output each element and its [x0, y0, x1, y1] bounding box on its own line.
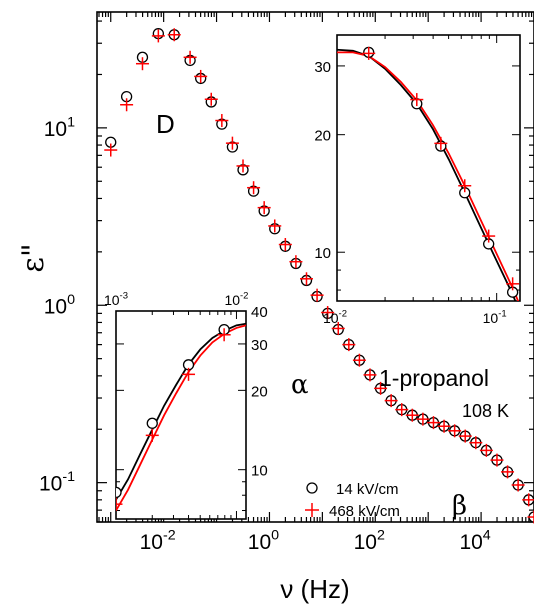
- x-tick-label: 10-2: [140, 528, 176, 554]
- inset-data-point: [146, 417, 158, 429]
- main-plot-frame: [96, 11, 534, 523]
- data-point: [321, 306, 335, 320]
- data-point: [225, 136, 239, 150]
- legend-label-14kv: 14 kV/cm: [336, 481, 399, 498]
- data-point: [299, 272, 313, 286]
- data-point: [236, 159, 250, 173]
- data-point: [104, 143, 118, 157]
- data-point: [215, 114, 229, 128]
- inset-y-tick-label: 40: [251, 304, 268, 321]
- legend-label-468kv: 468 kV/cm: [329, 503, 400, 520]
- inset-right-frame: [336, 34, 521, 302]
- inset-y-tick-label: 10: [251, 463, 268, 480]
- data-point: [167, 28, 181, 42]
- data-point: [120, 98, 134, 112]
- data-point: [405, 408, 419, 422]
- inset-x-tick-label: 10-2: [224, 291, 248, 308]
- data-point: [247, 181, 261, 195]
- data-point: [384, 394, 398, 408]
- data-point: [257, 201, 271, 215]
- data-point: [416, 412, 430, 426]
- data-point: [204, 92, 218, 106]
- data-point: [395, 403, 409, 417]
- y-axis-label: ε": [16, 243, 51, 272]
- inset-points-14kv: [363, 46, 519, 298]
- data-point: [490, 453, 504, 467]
- data-point: [151, 29, 165, 43]
- inset-data-point: [116, 497, 123, 511]
- inset-x-tick-label: 10-2: [323, 309, 347, 326]
- data-point: [522, 493, 534, 507]
- inset-data-point: [182, 367, 196, 381]
- alpha-label: α: [291, 370, 309, 400]
- inset-data-point: [145, 428, 159, 442]
- inset-points-468kv: [362, 46, 520, 291]
- inset-y-tick-label: 20: [314, 128, 331, 145]
- data-point: [342, 338, 356, 352]
- y-tick-label: 10-1: [39, 469, 75, 495]
- data-point: [437, 419, 451, 433]
- inset-y-tick-label: 10: [314, 245, 331, 262]
- data-point: [527, 510, 534, 524]
- peak-label-D: D: [156, 109, 175, 139]
- inset-x-tick-label: 10-3: [104, 291, 128, 308]
- inset-data-point: [434, 136, 448, 150]
- x-tick-label: 100: [248, 528, 279, 554]
- data-point: [135, 57, 149, 71]
- data-point: [448, 424, 462, 438]
- legend: 14 kV/cm 468 kV/cm: [305, 481, 400, 520]
- temperature-label: 108 K: [462, 401, 509, 421]
- data-point: [458, 429, 472, 443]
- data-point: [289, 255, 303, 269]
- inset-data-point: [116, 486, 122, 499]
- inset-points-468kv: [116, 328, 231, 511]
- data-point: [278, 238, 292, 252]
- series-468kv: [104, 28, 534, 524]
- sample-name: 1-propanol: [379, 365, 489, 391]
- legend-plus-marker: [305, 503, 319, 517]
- legend-circle-marker: [306, 482, 318, 494]
- main-tick-labels: 10-2 100 102 104 10-1 100 101: [39, 114, 491, 554]
- inset-left: 10-3 10-2 10 20 30 40: [104, 291, 268, 520]
- beta-label: β: [452, 491, 467, 521]
- inset-right: 10-2 10-1 10 20 30: [314, 34, 521, 326]
- x-tick-label: 102: [354, 528, 385, 554]
- data-point: [183, 50, 197, 64]
- inset-y-tick-label: 20: [251, 383, 268, 400]
- data-point: [511, 478, 525, 492]
- data-point: [426, 416, 440, 430]
- data-point: [268, 219, 282, 233]
- inset-data-point: [362, 46, 376, 60]
- data-point: [363, 368, 377, 382]
- data-point: [194, 69, 208, 83]
- inset-x-tick-label: 10-1: [483, 309, 507, 326]
- data-point: [352, 353, 366, 367]
- inset-data-point: [410, 93, 424, 107]
- data-point: [479, 443, 493, 457]
- data-point: [310, 288, 324, 302]
- x-tick-label: 104: [459, 528, 490, 554]
- data-point: [374, 381, 388, 395]
- inset-y-tick-label: 30: [314, 59, 331, 76]
- data-point: [501, 465, 515, 479]
- inset-data-point: [458, 179, 472, 193]
- inset-data-point: [482, 229, 496, 243]
- inset-data-point: [506, 277, 520, 291]
- y-tick-label: 101: [44, 114, 75, 140]
- data-point: [331, 321, 345, 335]
- main-data-series: [104, 27, 534, 524]
- x-axis-label: ν (Hz): [280, 574, 349, 604]
- inset-data-point: [217, 328, 231, 342]
- y-tick-label: 100: [44, 292, 75, 318]
- inset-y-tick-label: 30: [251, 337, 268, 354]
- data-point: [469, 436, 483, 450]
- main-axis-ticks: [97, 12, 534, 523]
- inset-left-frame: [115, 310, 247, 520]
